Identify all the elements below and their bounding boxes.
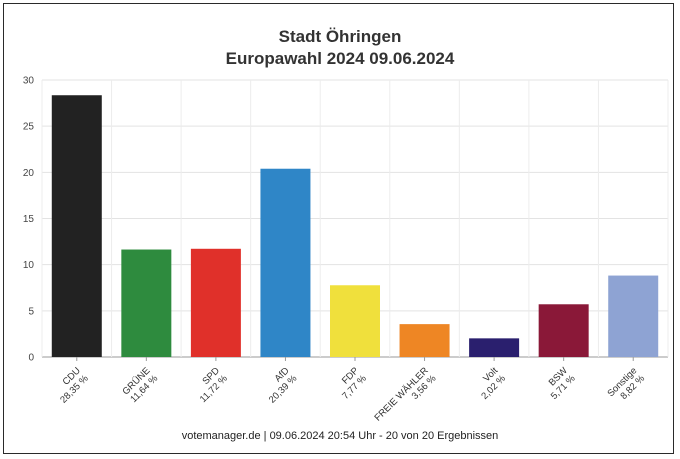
bar-sonstige <box>608 275 659 357</box>
bar-freie-wähler <box>399 324 450 357</box>
bar-volt <box>469 338 520 357</box>
bar-fdp <box>330 285 380 357</box>
chart-title: Stadt Öhringen <box>278 27 402 46</box>
y-tick-label: 10 <box>23 260 35 271</box>
chart-subtitle: Europawahl 2024 09.06.2024 <box>225 49 455 68</box>
bar-bsw <box>538 304 589 357</box>
chart-frame <box>3 3 674 454</box>
y-tick-label: 20 <box>23 168 35 179</box>
bar-spd <box>190 248 241 357</box>
y-tick-label: 30 <box>23 76 35 87</box>
y-tick-label: 15 <box>23 214 35 225</box>
bar-cdu <box>51 95 102 358</box>
y-tick-label: 5 <box>28 306 34 317</box>
y-tick-label: 25 <box>23 122 35 133</box>
y-tick-label: 0 <box>28 353 34 364</box>
bar-grüne <box>121 249 172 357</box>
chart-footer: votemanager.de | 09.06.2024 20:54 Uhr - … <box>181 430 499 442</box>
bar-afd <box>260 168 311 357</box>
